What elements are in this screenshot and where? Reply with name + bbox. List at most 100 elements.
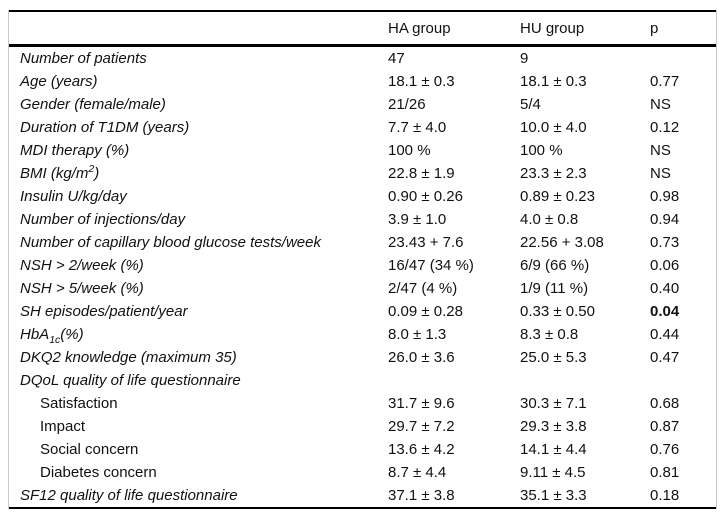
row-label: Number of patients: [20, 50, 147, 67]
column-header: HU group: [520, 11, 650, 47]
p-value: 0.18: [650, 487, 680, 504]
table-container: HA group HU group p Number of patients 47 9 A…: [8, 10, 717, 509]
p-value: 0.77: [650, 73, 680, 90]
hu-group-value: 6/9 (66 %): [520, 257, 590, 274]
table-row: Number of patients 47 9: [9, 46, 716, 71]
column-header: p: [650, 11, 716, 47]
table-row: DQoL quality of life questionnaire: [9, 369, 716, 392]
row-label: BMI (kg/m2): [20, 163, 100, 182]
ha-group-value: 18.1 ± 0.3: [388, 73, 455, 90]
p-value: 0.98: [650, 188, 680, 205]
table-row: DKQ2 knowledge (maximum 35) 26.0 ± 3.6 25.…: [9, 346, 716, 369]
p-value: 0.73: [650, 234, 680, 251]
hu-group-value: 0.33 ± 0.50: [520, 303, 595, 320]
table-body: Number of patients 47 9 Age (years) 18.1 ± 0…: [9, 46, 716, 509]
row-label: SF12 quality of life questionnaire: [20, 487, 238, 504]
hu-group-value: 9.11 ± 4.5: [520, 464, 586, 481]
table-row: BMI (kg/m2) 22.8 ± 1.9 23.3 ± 2.3 NS: [9, 162, 716, 185]
ha-group-value: 8.7 ± 4.4: [388, 464, 447, 481]
ha-group-value: 16/47 (34 %): [388, 257, 474, 274]
row-label: SH episodes/patient/year: [20, 303, 188, 320]
row-label: NSH > 2/week (%): [20, 257, 144, 274]
ha-group-value: 7.7 ± 4.0: [388, 119, 447, 136]
hu-group-value: 29.3 ± 3.8: [520, 418, 587, 435]
p-value: NS: [650, 142, 671, 159]
ha-group-value: 22.8 ± 1.9: [388, 165, 455, 182]
ha-group-value: [388, 369, 520, 392]
p-value: 0.47: [650, 349, 680, 366]
table-row: Gender (female/male) 21/26 5/4 NS: [9, 93, 716, 116]
p-value: 0.12: [650, 119, 680, 136]
row-label: Diabetes concern: [40, 464, 157, 481]
hu-group-value: 1/9 (11 %): [520, 280, 589, 297]
row-label: DKQ2 knowledge (maximum 35): [20, 349, 237, 366]
ha-group-value: 0.90 ± 0.26: [388, 188, 463, 205]
p-value: NS: [650, 165, 671, 182]
ha-group-value: 37.1 ± 3.8: [388, 487, 455, 504]
hu-group-value: [520, 369, 650, 392]
table-row: SH episodes/patient/year 0.09 ± 0.28 0.33 …: [9, 300, 716, 323]
row-label: Gender (female/male): [20, 96, 166, 113]
row-label: Age (years): [20, 73, 98, 90]
hu-group-value: 30.3 ± 7.1: [520, 395, 587, 412]
table-row: SF12 quality of life questionnaire 37.1 ±…: [9, 484, 716, 508]
ha-group-value: 13.6 ± 4.2: [388, 441, 455, 458]
baseline-characteristics-table: HA group HU group p Number of patients 47 9 A…: [9, 10, 716, 509]
table-row: Duration of T1DM (years) 7.7 ± 4.0 10.0 ± …: [9, 116, 716, 139]
p-value: 0.04: [650, 303, 680, 320]
table-row: Age (years) 18.1 ± 0.3 18.1 ± 0.3 0.77: [9, 70, 716, 93]
table-row: Number of injections/day 3.9 ± 1.0 4.0 ± 0…: [9, 208, 716, 231]
ha-group-value: 2/47 (4 %): [388, 280, 458, 297]
table-row: Satisfaction 31.7 ± 9.6 30.3 ± 7.1 0.68: [9, 392, 716, 415]
ha-group-value: 21/26: [388, 96, 426, 113]
p-value: [650, 369, 716, 392]
table-row: HbA1c(%) 8.0 ± 1.3 8.3 ± 0.8 0.44: [9, 323, 716, 346]
hu-group-value: 8.3 ± 0.8: [520, 326, 579, 343]
p-value: NS: [650, 96, 671, 113]
hu-group-value: 0.89 ± 0.23: [520, 188, 595, 205]
ha-group-value: 26.0 ± 3.6: [388, 349, 455, 366]
ha-group-value: 100 %: [388, 142, 431, 159]
table-row: MDI therapy (%) 100 % 100 % NS: [9, 139, 716, 162]
hu-group-value: 10.0 ± 4.0: [520, 119, 587, 136]
ha-group-value: 23.43 + 7.6: [388, 234, 464, 251]
table-row: NSH > 5/week (%) 2/47 (4 %) 1/9 (11 %) 0.40: [9, 277, 716, 300]
table-row: Impact 29.7 ± 7.2 29.3 ± 3.8 0.87: [9, 415, 716, 438]
table-row: NSH > 2/week (%) 16/47 (34 %) 6/9 (66 %) 0.…: [9, 254, 716, 277]
p-value: 0.44: [650, 326, 680, 343]
column-header: HA group: [388, 11, 520, 47]
hu-group-value: 25.0 ± 5.3: [520, 349, 587, 366]
hu-group-value: 5/4: [520, 96, 541, 113]
hu-group-value: 18.1 ± 0.3: [520, 73, 587, 90]
p-value: 0.68: [650, 395, 680, 412]
table-row: Diabetes concern 8.7 ± 4.4 9.11 ± 4.5 0.81: [9, 461, 716, 484]
row-label: Duration of T1DM (years): [20, 119, 190, 136]
ha-group-value: 0.09 ± 0.28: [388, 303, 463, 320]
row-label: HbA1c(%): [20, 326, 84, 346]
hu-group-value: 23.3 ± 2.3: [520, 165, 587, 182]
hu-group-value: 9: [520, 50, 529, 67]
ha-group-value: 3.9 ± 1.0: [388, 211, 447, 228]
p-value: 0.76: [650, 441, 680, 458]
hu-group-value: 14.1 ± 4.4: [520, 441, 587, 458]
row-label: Number of injections/day: [20, 211, 186, 228]
hu-group-value: 4.0 ± 0.8: [520, 211, 579, 228]
row-label: Impact: [40, 418, 86, 435]
p-value: 0.81: [650, 464, 680, 481]
p-value: [650, 46, 716, 71]
hu-group-value: 22.56 + 3.08: [520, 234, 604, 251]
table-head-row: HA group HU group p: [9, 11, 716, 47]
p-value: 0.94: [650, 211, 680, 228]
table-row: Social concern 13.6 ± 4.2 14.1 ± 4.4 0.76: [9, 438, 716, 461]
hu-group-value: 100 %: [520, 142, 563, 159]
p-value: 0.06: [650, 257, 680, 274]
ha-group-value: 29.7 ± 7.2: [388, 418, 455, 435]
row-label: Number of capillary blood glucose tests/…: [20, 234, 321, 251]
row-label: Social concern: [40, 441, 139, 458]
row-label: Satisfaction: [40, 395, 118, 412]
table-row: Number of capillary blood glucose tests/…: [9, 231, 716, 254]
row-label: Insulin U/kg/day: [20, 188, 127, 205]
ha-group-value: 47: [388, 50, 405, 67]
table-row: Insulin U/kg/day 0.90 ± 0.26 0.89 ± 0.23 0.…: [9, 185, 716, 208]
row-label-column-header: [9, 11, 388, 47]
